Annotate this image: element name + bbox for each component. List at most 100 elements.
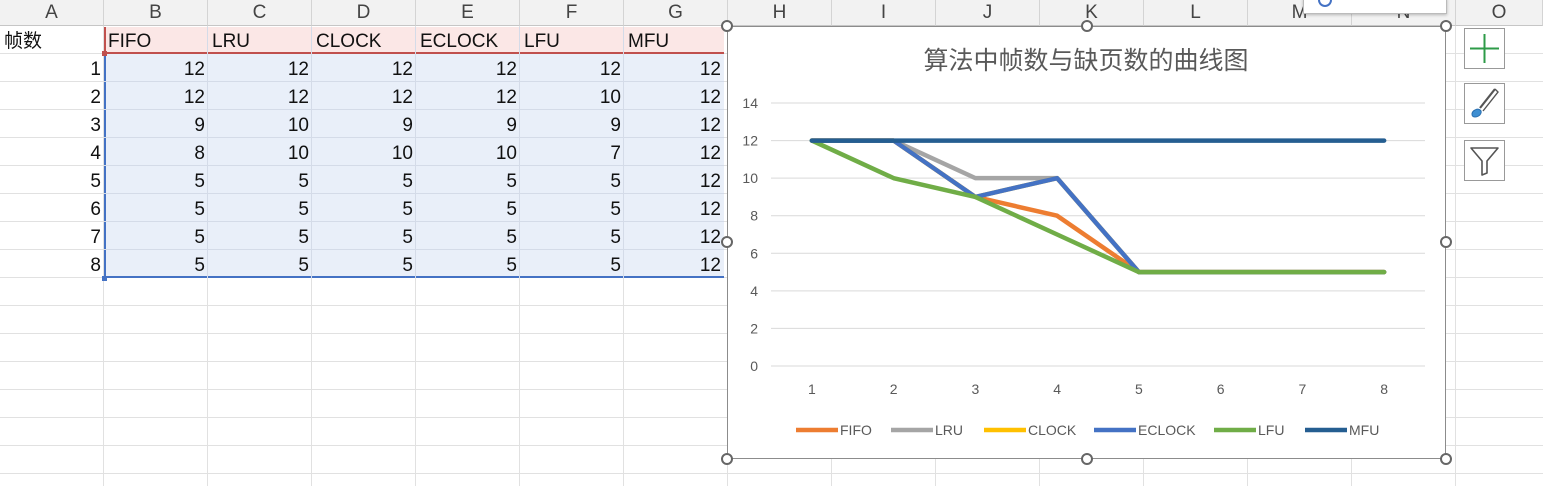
column-header-g[interactable]: G bbox=[624, 0, 728, 26]
x-tick-label: 1 bbox=[808, 381, 816, 397]
cell-frames-4[interactable]: 4 bbox=[90, 143, 101, 164]
table-cell[interactable]: 9 bbox=[610, 115, 621, 136]
column-header-a[interactable]: A bbox=[0, 0, 104, 26]
table-cell[interactable]: 5 bbox=[506, 227, 517, 248]
table-cell[interactable]: 10 bbox=[495, 143, 517, 164]
legend-label-lru[interactable]: LRU bbox=[935, 422, 963, 438]
resize-handle[interactable] bbox=[721, 20, 733, 32]
legend-label-eclock[interactable]: ECLOCK bbox=[1138, 422, 1196, 438]
table-cell[interactable]: 10 bbox=[391, 143, 413, 164]
table-cell[interactable]: 12 bbox=[287, 87, 309, 108]
chart-title[interactable]: 算法中帧数与缺页数的曲线图 bbox=[923, 46, 1248, 75]
table-cell[interactable]: 5 bbox=[506, 171, 517, 192]
cell-frames-3[interactable]: 3 bbox=[90, 115, 101, 136]
table-cell[interactable]: 5 bbox=[298, 199, 309, 220]
table-cell[interactable]: 5 bbox=[194, 199, 205, 220]
cell-frames-5[interactable]: 5 bbox=[90, 171, 101, 192]
table-cell[interactable]: 8 bbox=[194, 143, 205, 164]
table-cell[interactable]: 5 bbox=[402, 199, 413, 220]
resize-handle[interactable] bbox=[1440, 20, 1452, 32]
column-header-l[interactable]: L bbox=[1144, 0, 1248, 26]
table-cell[interactable]: 5 bbox=[194, 255, 205, 276]
resize-handle[interactable] bbox=[1440, 236, 1452, 248]
table-cell[interactable]: 5 bbox=[194, 171, 205, 192]
cell-frames-7[interactable]: 7 bbox=[90, 227, 101, 248]
table-cell[interactable]: 12 bbox=[495, 59, 517, 80]
table-cell[interactable]: 5 bbox=[402, 171, 413, 192]
resize-handle[interactable] bbox=[721, 453, 733, 465]
table-cell[interactable]: 7 bbox=[610, 143, 621, 164]
table-cell[interactable]: 12 bbox=[183, 59, 205, 80]
table-cell[interactable]: 12 bbox=[699, 87, 721, 108]
table-cell[interactable]: 5 bbox=[506, 199, 517, 220]
chart-styles-button[interactable] bbox=[1464, 83, 1505, 124]
table-cell[interactable]: 10 bbox=[287, 115, 309, 136]
column-header-h[interactable]: H bbox=[728, 0, 832, 26]
table-header-fifo[interactable]: FIFO bbox=[108, 31, 152, 52]
table-cell[interactable]: 5 bbox=[298, 255, 309, 276]
cell-frames-2[interactable]: 2 bbox=[90, 87, 101, 108]
table-cell[interactable]: 12 bbox=[699, 227, 721, 248]
legend-label-clock[interactable]: CLOCK bbox=[1028, 422, 1077, 438]
chart-filters-button[interactable] bbox=[1464, 140, 1505, 181]
resize-handle[interactable] bbox=[1440, 453, 1452, 465]
table-cell[interactable]: 5 bbox=[402, 255, 413, 276]
table-cell[interactable]: 12 bbox=[699, 143, 721, 164]
series-line-lfu[interactable] bbox=[809, 138, 1387, 275]
table-cell[interactable]: 12 bbox=[699, 255, 721, 276]
column-header-f[interactable]: F bbox=[520, 0, 624, 26]
table-cell[interactable]: 12 bbox=[699, 115, 721, 136]
table-cell[interactable]: 9 bbox=[194, 115, 205, 136]
table-cell[interactable]: 12 bbox=[183, 87, 205, 108]
table-cell[interactable]: 9 bbox=[402, 115, 413, 136]
range-handle[interactable] bbox=[102, 276, 107, 281]
floating-popup[interactable] bbox=[1303, 0, 1447, 14]
resize-handle[interactable] bbox=[1081, 453, 1093, 465]
table-cell[interactable]: 5 bbox=[194, 227, 205, 248]
table-header-lfu[interactable]: LFU bbox=[524, 31, 560, 52]
chart-elements-button[interactable] bbox=[1464, 28, 1505, 69]
column-header-o[interactable]: O bbox=[1456, 0, 1543, 26]
column-header-i[interactable]: I bbox=[832, 0, 936, 26]
table-cell[interactable]: 5 bbox=[610, 227, 621, 248]
table-cell[interactable]: 5 bbox=[298, 171, 309, 192]
cell-frames-1[interactable]: 1 bbox=[90, 59, 101, 80]
cell-frames-8[interactable]: 8 bbox=[90, 255, 101, 276]
table-header-lru[interactable]: LRU bbox=[212, 31, 251, 52]
table-header-eclock[interactable]: ECLOCK bbox=[420, 31, 499, 52]
column-header-b[interactable]: B bbox=[104, 0, 208, 26]
column-header-j[interactable]: J bbox=[936, 0, 1040, 26]
column-header-k[interactable]: K bbox=[1040, 0, 1144, 26]
legend-label-mfu[interactable]: MFU bbox=[1349, 422, 1379, 438]
table-cell[interactable]: 5 bbox=[402, 227, 413, 248]
table-cell[interactable]: 12 bbox=[699, 199, 721, 220]
column-header-e[interactable]: E bbox=[416, 0, 520, 26]
table-cell[interactable]: 10 bbox=[599, 87, 621, 108]
table-cell[interactable]: 5 bbox=[610, 199, 621, 220]
cell-frames-6[interactable]: 6 bbox=[90, 199, 101, 220]
resize-handle[interactable] bbox=[721, 236, 733, 248]
resize-handle[interactable] bbox=[1081, 20, 1093, 32]
table-cell[interactable]: 5 bbox=[298, 227, 309, 248]
chart-area[interactable]: 算法中帧数与缺页数的曲线图 0 2 4 6 8 10 12 14 1 2 3 4 5 6 7 8 FIFO LRU C… bbox=[727, 26, 1446, 459]
table-header-mfu[interactable]: MFU bbox=[628, 31, 670, 52]
table-cell[interactable]: 5 bbox=[610, 255, 621, 276]
table-cell[interactable]: 9 bbox=[506, 115, 517, 136]
column-header-d[interactable]: D bbox=[312, 0, 416, 26]
table-cell[interactable]: 12 bbox=[287, 59, 309, 80]
table-cell[interactable]: 12 bbox=[699, 59, 721, 80]
cell-a1-frames-label[interactable]: 帧数 bbox=[4, 31, 43, 52]
table-cell[interactable]: 12 bbox=[599, 59, 621, 80]
column-header-c[interactable]: C bbox=[208, 0, 312, 26]
table-cell[interactable]: 12 bbox=[495, 87, 517, 108]
table-header-clock[interactable]: CLOCK bbox=[316, 31, 382, 52]
table-cell[interactable]: 12 bbox=[699, 171, 721, 192]
legend-label-lfu[interactable]: LFU bbox=[1258, 422, 1284, 438]
legend-label-fifo[interactable]: FIFO bbox=[840, 422, 872, 438]
table-cell[interactable]: 5 bbox=[610, 171, 621, 192]
table-cell[interactable]: 10 bbox=[287, 143, 309, 164]
table-cell[interactable]: 5 bbox=[506, 255, 517, 276]
table-cell[interactable]: 12 bbox=[391, 87, 413, 108]
range-handle[interactable] bbox=[102, 51, 107, 56]
table-cell[interactable]: 12 bbox=[391, 59, 413, 80]
